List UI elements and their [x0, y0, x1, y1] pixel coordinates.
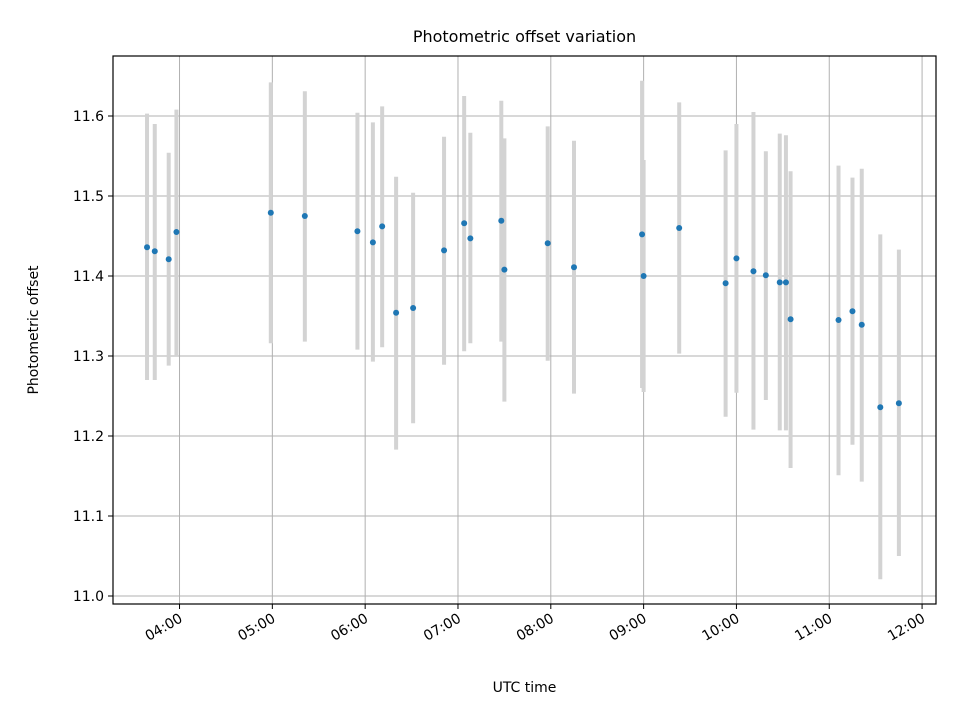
data-point	[467, 235, 474, 242]
data-point	[144, 244, 151, 251]
data-point	[639, 231, 646, 238]
data-point	[544, 240, 551, 247]
plot-frame	[112, 55, 937, 605]
y-tick-label: 11.3	[73, 349, 104, 365]
y-axis-ticks: 11.0 11.1 11.2 11.3 11.4 11.5 11.6	[73, 109, 113, 605]
data-point	[267, 209, 274, 216]
y-tick-label: 11.0	[73, 589, 104, 605]
data-point	[354, 228, 361, 235]
data-point	[762, 272, 769, 279]
data-point	[782, 279, 789, 286]
data-point	[441, 247, 448, 254]
data-point	[750, 268, 757, 275]
data-point	[676, 225, 683, 231]
data-point	[858, 321, 865, 328]
data-point	[640, 273, 647, 279]
data-point	[571, 264, 578, 271]
y-tick-label: 11.4	[73, 269, 104, 285]
data-point	[379, 223, 386, 230]
data-point	[165, 256, 172, 263]
data-point	[301, 213, 308, 219]
data-point	[877, 404, 884, 411]
data-point	[151, 248, 158, 255]
y-tick-label: 11.6	[73, 109, 104, 125]
y-tick-label: 11.2	[73, 429, 104, 445]
chart-title: Photometric offset variation	[413, 27, 636, 46]
data-point	[498, 217, 505, 224]
data-point	[733, 255, 740, 262]
data-point	[501, 266, 508, 273]
y-axis-label: Photometric offset	[26, 265, 42, 395]
x-axis-label: UTC time	[493, 680, 557, 696]
data-point	[787, 316, 794, 323]
data-point	[173, 229, 180, 235]
data-point	[461, 220, 468, 227]
y-tick-label: 11.1	[73, 509, 104, 525]
data-points	[144, 209, 902, 411]
data-point	[895, 400, 902, 407]
data-point	[722, 280, 729, 287]
data-point	[849, 308, 856, 315]
data-point	[369, 239, 376, 246]
data-point	[410, 305, 417, 311]
y-tick-label: 11.5	[73, 189, 104, 205]
data-point	[776, 279, 783, 286]
data-point	[835, 317, 842, 323]
data-point	[393, 309, 400, 316]
